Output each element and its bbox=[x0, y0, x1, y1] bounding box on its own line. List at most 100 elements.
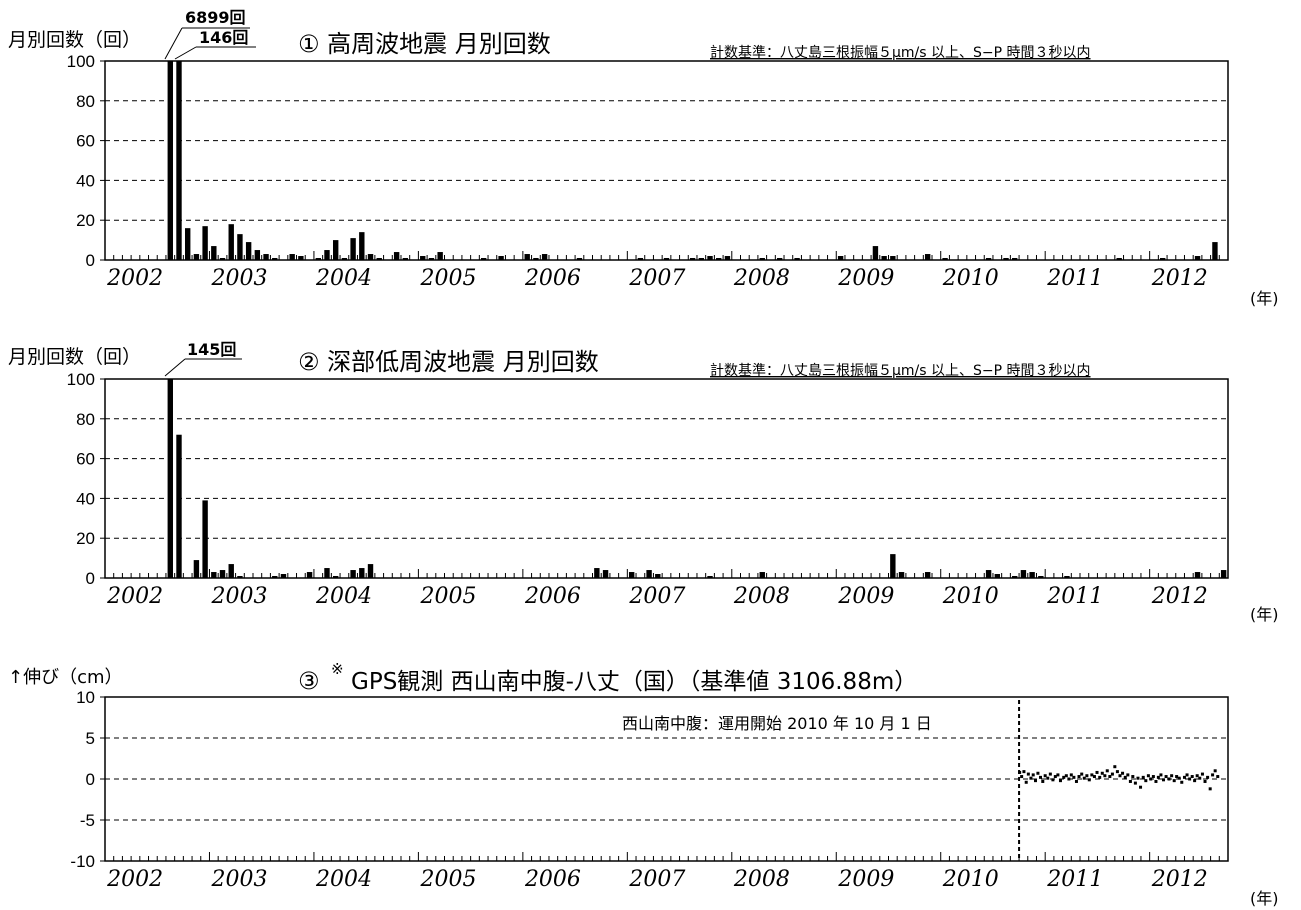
data-point bbox=[1208, 787, 1212, 791]
data-point bbox=[1020, 775, 1024, 779]
x-tick-label: 2004 bbox=[315, 867, 372, 892]
data-point bbox=[1034, 779, 1038, 783]
y-tick-label: 5 bbox=[86, 729, 95, 748]
data-point bbox=[1113, 765, 1117, 769]
bar bbox=[237, 576, 243, 578]
x-tick-label: 2002 bbox=[106, 867, 163, 892]
data-point bbox=[1136, 776, 1140, 780]
bar bbox=[707, 576, 713, 578]
bar bbox=[341, 258, 348, 260]
y-tick-label: 80 bbox=[76, 92, 95, 111]
bar bbox=[794, 258, 800, 260]
year-unit-label: (年) bbox=[1250, 889, 1279, 908]
data-point bbox=[1128, 779, 1132, 783]
panel-high-frequency: 月別回数（回） ① 高周波地震 月別回数 計数基準：八丈島三根振幅５μm/s 以… bbox=[8, 8, 1279, 308]
bar bbox=[263, 254, 269, 260]
bar bbox=[193, 254, 200, 260]
bar bbox=[707, 256, 713, 260]
y-axis-label: 月別回数（回） bbox=[8, 346, 141, 368]
bar bbox=[776, 258, 783, 260]
data-point bbox=[1180, 780, 1184, 784]
bar bbox=[280, 574, 287, 578]
data-point bbox=[1162, 778, 1166, 782]
bar bbox=[890, 554, 896, 578]
bar bbox=[994, 574, 1001, 578]
plot-frame bbox=[104, 378, 1229, 579]
data-point bbox=[1188, 777, 1192, 781]
data-point bbox=[1203, 779, 1207, 783]
bar bbox=[211, 246, 217, 260]
bar bbox=[185, 228, 191, 260]
data-point bbox=[1115, 770, 1119, 774]
bar bbox=[350, 238, 356, 260]
x-tick-label: 2007 bbox=[628, 266, 685, 291]
x-tick-label: 2011 bbox=[1046, 867, 1103, 892]
bar bbox=[367, 254, 374, 260]
bar bbox=[376, 258, 382, 260]
data-point bbox=[1154, 779, 1158, 783]
data-point bbox=[1098, 775, 1102, 779]
bar bbox=[602, 570, 609, 578]
x-tick-label: 2006 bbox=[524, 584, 581, 609]
x-tick-label: 2005 bbox=[419, 867, 476, 892]
data-point bbox=[1110, 772, 1114, 776]
x-tick-label: 2009 bbox=[837, 266, 894, 291]
data-point bbox=[1090, 773, 1094, 777]
data-point bbox=[1103, 774, 1107, 778]
data-point bbox=[1100, 771, 1104, 775]
bar bbox=[646, 570, 652, 578]
data-point bbox=[1046, 776, 1050, 780]
data-point bbox=[1126, 773, 1130, 777]
data-point bbox=[1087, 778, 1091, 782]
data-point bbox=[1211, 773, 1215, 777]
data-point bbox=[1080, 772, 1084, 776]
data-point bbox=[1131, 775, 1135, 779]
data-point bbox=[1022, 770, 1026, 774]
y-tick-label: 0 bbox=[86, 569, 95, 588]
y-axis-label: 月別回数（回） bbox=[8, 29, 141, 51]
bar bbox=[716, 258, 722, 260]
bar bbox=[881, 256, 887, 260]
y-tick-label: 0 bbox=[86, 251, 95, 270]
y-tick-label: 100 bbox=[67, 52, 95, 71]
data-point bbox=[1108, 775, 1112, 779]
x-tick-label: 2011 bbox=[1046, 266, 1103, 291]
bar bbox=[1116, 258, 1122, 260]
x-tick-label: 2005 bbox=[419, 266, 476, 291]
x-tick-label: 2007 bbox=[628, 867, 685, 892]
bar bbox=[402, 258, 409, 260]
annotation-6899: 6899回 bbox=[164, 8, 250, 60]
y-tick-label: 10 bbox=[76, 688, 95, 707]
bar bbox=[637, 258, 644, 260]
bar bbox=[272, 258, 278, 260]
data-point bbox=[1121, 771, 1125, 775]
x-tick-label: 2010 bbox=[942, 266, 999, 291]
bar bbox=[1038, 576, 1044, 578]
data-point bbox=[1064, 774, 1068, 778]
bar bbox=[324, 250, 330, 260]
annotation-label: 145回 bbox=[187, 340, 236, 359]
data-point bbox=[1018, 770, 1022, 774]
data-point bbox=[1031, 773, 1035, 777]
bar bbox=[306, 572, 313, 578]
bar bbox=[898, 572, 905, 578]
bar bbox=[167, 379, 173, 578]
bar bbox=[533, 258, 539, 260]
panel-gps: ↑伸び（cm） ③ ※ GPS観測 西山南中腹-八丈（国）（基準値 3106.8… bbox=[8, 660, 1279, 908]
x-tick-label: 2010 bbox=[942, 584, 999, 609]
x-tick-label: 2003 bbox=[211, 266, 268, 291]
annotation-145: 145回 bbox=[164, 340, 242, 377]
bar bbox=[524, 254, 530, 260]
data-point bbox=[1139, 785, 1143, 789]
bar bbox=[1020, 570, 1027, 578]
bar bbox=[193, 560, 200, 578]
data-point bbox=[1072, 775, 1076, 779]
x-tick-label: 2006 bbox=[524, 266, 581, 291]
bar bbox=[393, 252, 400, 260]
bar bbox=[254, 250, 261, 260]
bar bbox=[872, 246, 879, 260]
bar bbox=[759, 258, 765, 260]
bar bbox=[228, 224, 234, 260]
x-tick-label: 2003 bbox=[211, 867, 268, 892]
data-point bbox=[1036, 771, 1040, 775]
